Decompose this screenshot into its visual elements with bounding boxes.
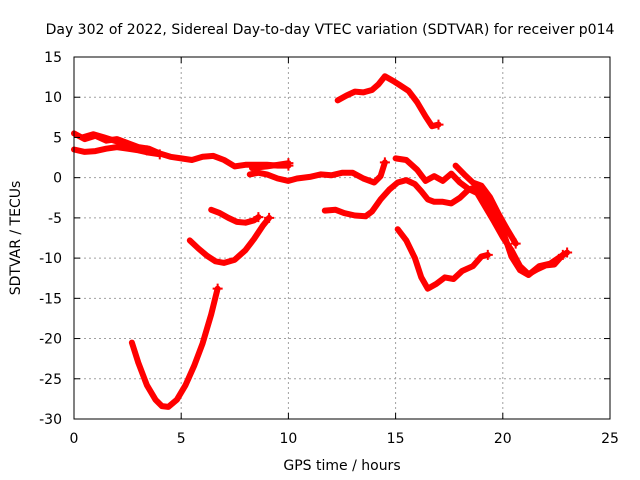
y-tick-label: 10: [44, 90, 62, 106]
chart-title: Day 302 of 2022, Sidereal Day-to-day VTE…: [46, 22, 615, 38]
series-end-marker: [482, 249, 493, 260]
series-arc-12: [452, 162, 519, 247]
y-tick-labels: -30 -25 -20 -15 -10 -5 0 5 10 15: [39, 50, 62, 428]
series-arc-8: [128, 285, 221, 410]
y-tick-label: 0: [53, 171, 62, 187]
y-tick-label: -30: [39, 412, 62, 428]
y-tick-label: -15: [39, 291, 62, 307]
series-end-marker: [253, 212, 264, 223]
series-end-marker: [379, 157, 390, 168]
series-end-marker: [557, 249, 568, 260]
grid-lines: [74, 57, 610, 419]
x-axis-label: GPS time / hours: [283, 458, 400, 474]
x-tick-label: 5: [177, 431, 186, 447]
series-end-marker: [264, 212, 275, 223]
series-arc-7: [186, 214, 273, 266]
x-tick-label: 25: [601, 431, 619, 447]
series-end-marker: [141, 145, 152, 156]
x-tick-label: 20: [494, 431, 512, 447]
y-tick-label: 5: [53, 130, 62, 146]
series-end-marker: [283, 158, 294, 169]
axis-ticks: [73, 56, 611, 420]
series-arc-5: [249, 160, 292, 171]
x-tick-label: 10: [279, 431, 297, 447]
y-tick-label: -10: [39, 251, 62, 267]
series-arc-4: [246, 159, 388, 186]
x-tick-label: 0: [70, 431, 79, 447]
series-end-marker: [154, 149, 165, 160]
x-tick-label: 15: [387, 431, 405, 447]
series-end-marker: [510, 238, 521, 249]
y-tick-label: -5: [48, 211, 62, 227]
y-tick-label: -20: [39, 332, 62, 348]
series-arc-11: [392, 155, 566, 278]
series-arc-6: [208, 206, 262, 226]
series-end-marker: [433, 119, 444, 130]
data-series: [71, 73, 573, 410]
series-arc-9: [334, 73, 442, 130]
series-end-marker: [212, 283, 223, 294]
plot-frame: [73, 56, 611, 420]
y-tick-label: -25: [39, 372, 62, 388]
y-axis-label: SDTVAR / TECUs: [8, 181, 24, 296]
y-tick-label: 15: [44, 50, 62, 66]
series-arc-10: [321, 177, 571, 278]
series-arc-3: [79, 131, 150, 154]
x-tick-labels: 0 5 10 15 20 25: [70, 431, 619, 447]
series-arc-13: [394, 226, 491, 292]
